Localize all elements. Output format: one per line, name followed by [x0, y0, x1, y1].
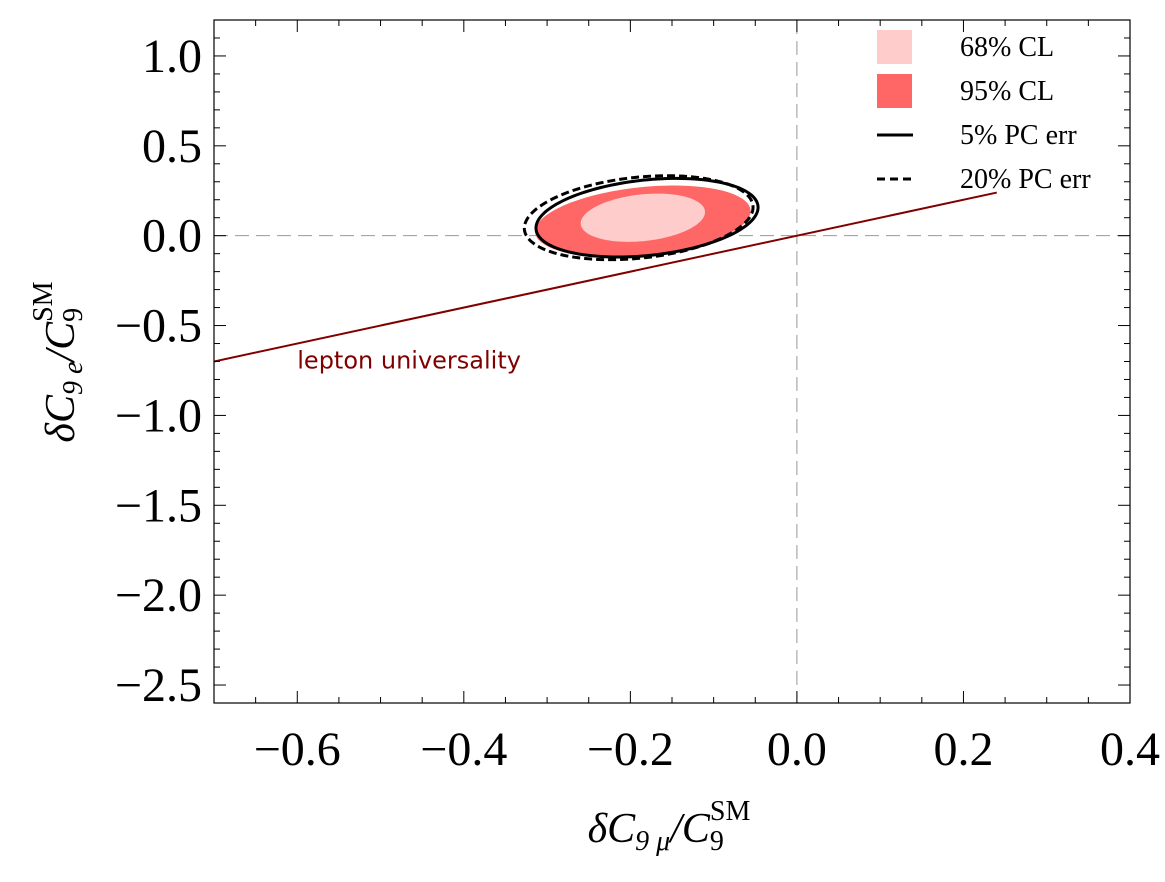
legend-label-0: 68% CL: [960, 32, 1054, 63]
x-tick-label: 0.2: [933, 723, 993, 776]
axis-ticks: [213, 19, 1131, 704]
y-tick-label: 0.0: [142, 210, 202, 263]
x-axis-label-sub: 9 μ: [635, 826, 670, 857]
y-axis-label-sup: SM: [28, 281, 59, 322]
x-tick-label: −0.4: [420, 723, 507, 776]
legend-label-3: 20% PC err: [960, 164, 1091, 195]
x-tick-label: 0.0: [767, 723, 827, 776]
x-tick-label: −0.2: [587, 723, 674, 776]
y-tick-label: −2.0: [115, 569, 202, 622]
y-tick-label: 1.0: [142, 30, 202, 83]
x-axis-label: δC9 μ/C9SM: [588, 796, 751, 857]
y-axis-label: δC9 e/C9SM: [28, 281, 89, 442]
y-tick-label: −1.5: [115, 479, 202, 532]
legend-label-2: 5% PC err: [960, 120, 1077, 151]
contour-20pc-err: [522, 174, 755, 262]
x-tick-label: 0.4: [1100, 723, 1160, 776]
x-axis-label-sup: SM: [710, 796, 751, 827]
plot-area: [214, 20, 1130, 703]
legend: 68% CL 95% CL 5% PC err 20% PC err: [877, 30, 1091, 195]
y-axis-label-sub: 9 e: [58, 362, 89, 395]
legend-swatch-0: [877, 30, 912, 64]
y-axis-label-sub2: 9: [58, 308, 89, 322]
y-axis-label-slash: /C: [38, 321, 84, 364]
y-tick-label: −2.5: [115, 659, 202, 712]
x-axis-label-slash: /C: [668, 806, 711, 852]
y-tick-label: −1.0: [115, 389, 202, 442]
legend-swatch-1: [877, 74, 912, 108]
lepton-universality-label: lepton universality: [297, 347, 521, 375]
x-axis-label-sub2: 9: [710, 826, 724, 857]
legend-label-1: 95% CL: [960, 76, 1054, 107]
y-tick-label: −0.5: [115, 300, 202, 353]
region-68cl: [580, 193, 706, 242]
y-axis-label-main: δC: [38, 394, 84, 443]
x-axis-label-main: δC: [588, 806, 637, 852]
tick-labels: −0.6 −0.4 −0.2 0.0 0.2 0.4 1.0 0.5 0.0 −0.5 −1.0 −1…: [115, 30, 1160, 776]
y-tick-label: 0.5: [142, 120, 202, 173]
lepton-universality-line: [214, 191, 997, 363]
x-tick-label: −0.6: [254, 723, 341, 776]
